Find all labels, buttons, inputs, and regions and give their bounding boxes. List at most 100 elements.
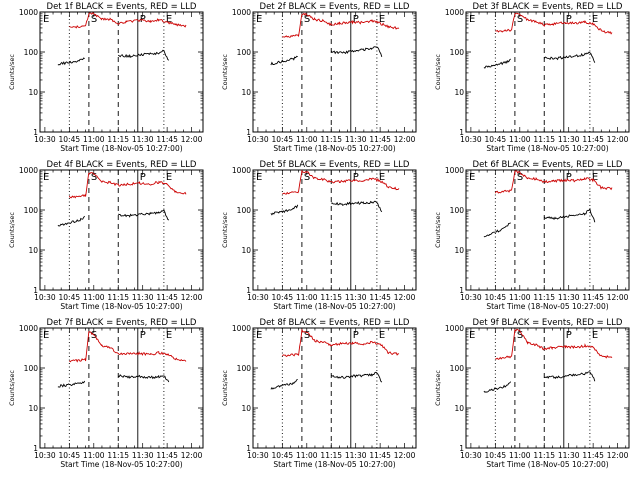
x-tick-label: 10:30 <box>34 451 56 460</box>
detector-panel-8: Det 8f BLACK = Events, RED = LLD 1 10 100 10… <box>221 318 417 469</box>
y-tick-label: 1 <box>246 286 251 295</box>
x-axis-label: Start Time (18-Nov-05 10:27:00) <box>486 460 608 469</box>
detector-panel-5: Det 5f BLACK = Events, RED = LLD 1 10 100 10… <box>221 160 417 311</box>
y-tick-label: 10 <box>241 246 251 255</box>
detector-panel-7: Det 7f BLACK = Events, RED = LLD 1 10 100 10… <box>8 318 204 469</box>
y-tick-label: 1000 <box>232 324 251 333</box>
panel-title: Det 7f BLACK = Events, RED = LLD <box>47 318 197 328</box>
x-tick-label: 10:30 <box>460 293 482 302</box>
y-tick-label: 1 <box>246 444 251 453</box>
detector-panel-6: Det 6f BLACK = Events, RED = LLD 1 10 100 10… <box>434 160 630 311</box>
x-tick-label: 11:45 <box>369 135 391 144</box>
y-axis-label: Counts/sec <box>221 54 229 90</box>
x-tick-label: 11:30 <box>345 293 367 302</box>
marker-letter: S <box>91 172 97 183</box>
corner-marker-letter: E <box>469 330 475 341</box>
x-tick-label: 11:45 <box>156 451 178 460</box>
corner-marker-letter: E <box>256 14 262 25</box>
x-tick-label: 10:30 <box>247 135 269 144</box>
lld-series-line <box>282 328 400 357</box>
y-tick-label: 1000 <box>445 8 464 17</box>
x-tick-label: 11:15 <box>107 135 129 144</box>
plot-frame <box>39 327 204 449</box>
x-tick-label: 11:30 <box>345 451 367 460</box>
x-tick-label: 11:45 <box>582 451 604 460</box>
plot-frame <box>252 11 417 133</box>
x-axis-label: Start Time (18-Nov-05 10:27:00) <box>273 460 395 469</box>
x-tick-label: 11:45 <box>156 135 178 144</box>
x-axis-label: Start Time (18-Nov-05 10:27:00) <box>486 302 608 311</box>
y-axis-label: Counts/sec <box>434 370 442 406</box>
plot-frame <box>39 11 204 133</box>
x-tick-label: 11:15 <box>533 293 555 302</box>
plot-frame <box>39 169 204 291</box>
y-tick-label: 1000 <box>232 166 251 175</box>
x-tick-label: 11:00 <box>83 293 105 302</box>
x-tick-label: 11:45 <box>369 293 391 302</box>
marker-letter: S <box>91 14 97 25</box>
y-tick-label: 1 <box>33 286 38 295</box>
x-tick-label: 11:45 <box>369 451 391 460</box>
x-tick-label: 12:00 <box>607 451 629 460</box>
x-axis-label: Start Time (18-Nov-05 10:27:00) <box>60 460 182 469</box>
lld-series-line <box>282 12 400 38</box>
x-axis-label: Start Time (18-Nov-05 10:27:00) <box>60 302 182 311</box>
x-tick-label: 11:00 <box>296 451 318 460</box>
marker-letter: P <box>566 14 572 25</box>
x-tick-label: 11:00 <box>83 135 105 144</box>
marker-letter: E <box>166 14 172 25</box>
detector-panel-4: Det 4f BLACK = Events, RED = LLD 1 10 100 10… <box>8 160 204 311</box>
y-tick-label: 100 <box>450 364 465 373</box>
y-tick-label: 1000 <box>19 8 38 17</box>
lld-series-line <box>68 331 187 363</box>
y-axis-label: Counts/sec <box>8 370 16 406</box>
corner-marker-letter: E <box>256 172 262 183</box>
y-axis-label: Counts/sec <box>221 370 229 406</box>
plot-frame <box>465 11 630 133</box>
y-tick-label: 10 <box>28 246 38 255</box>
x-tick-label: 11:00 <box>509 135 531 144</box>
x-tick-label: 11:30 <box>132 135 154 144</box>
x-tick-label: 12:00 <box>394 293 416 302</box>
events-series-line <box>483 371 596 393</box>
x-tick-label: 10:45 <box>59 135 81 144</box>
x-tick-label: 11:15 <box>107 293 129 302</box>
lld-series-line <box>282 169 400 195</box>
x-tick-label: 11:00 <box>83 451 105 460</box>
plot-frame <box>252 169 417 291</box>
marker-letter: P <box>353 14 359 25</box>
marker-letter: S <box>517 172 523 183</box>
panel-title: Det 4f BLACK = Events, RED = LLD <box>47 160 197 170</box>
y-tick-label: 100 <box>24 48 39 57</box>
marker-letter: P <box>353 330 359 341</box>
x-tick-label: 11:30 <box>558 293 580 302</box>
marker-letter: S <box>517 14 523 25</box>
y-tick-label: 100 <box>450 48 465 57</box>
lld-series-line <box>69 12 187 29</box>
x-tick-label: 11:00 <box>296 293 318 302</box>
x-tick-label: 10:45 <box>485 451 507 460</box>
x-tick-label: 10:45 <box>272 135 294 144</box>
detector-panel-9: Det 9f BLACK = Events, RED = LLD 1 10 100 10… <box>434 318 630 469</box>
x-tick-label: 12:00 <box>181 451 203 460</box>
x-tick-label: 10:45 <box>59 451 81 460</box>
x-tick-label: 12:00 <box>181 135 203 144</box>
panel-title: Det 1f BLACK = Events, RED = LLD <box>47 2 197 12</box>
y-tick-label: 1 <box>459 286 464 295</box>
panel-title: Det 6f BLACK = Events, RED = LLD <box>473 160 623 170</box>
x-tick-label: 10:30 <box>34 293 56 302</box>
corner-marker-letter: E <box>43 14 49 25</box>
lld-series-line <box>494 170 613 194</box>
x-tick-label: 11:00 <box>509 293 531 302</box>
y-tick-label: 1000 <box>445 324 464 333</box>
events-series-line <box>483 207 596 238</box>
marker-letter: E <box>592 330 598 341</box>
y-axis-label: Counts/sec <box>434 54 442 90</box>
y-tick-label: 10 <box>454 404 464 413</box>
marker-letter: E <box>592 172 598 183</box>
y-tick-label: 1000 <box>19 324 38 333</box>
y-tick-label: 10 <box>241 404 251 413</box>
y-tick-label: 10 <box>28 404 38 413</box>
x-tick-label: 11:30 <box>132 451 154 460</box>
marker-letter: E <box>166 172 172 183</box>
